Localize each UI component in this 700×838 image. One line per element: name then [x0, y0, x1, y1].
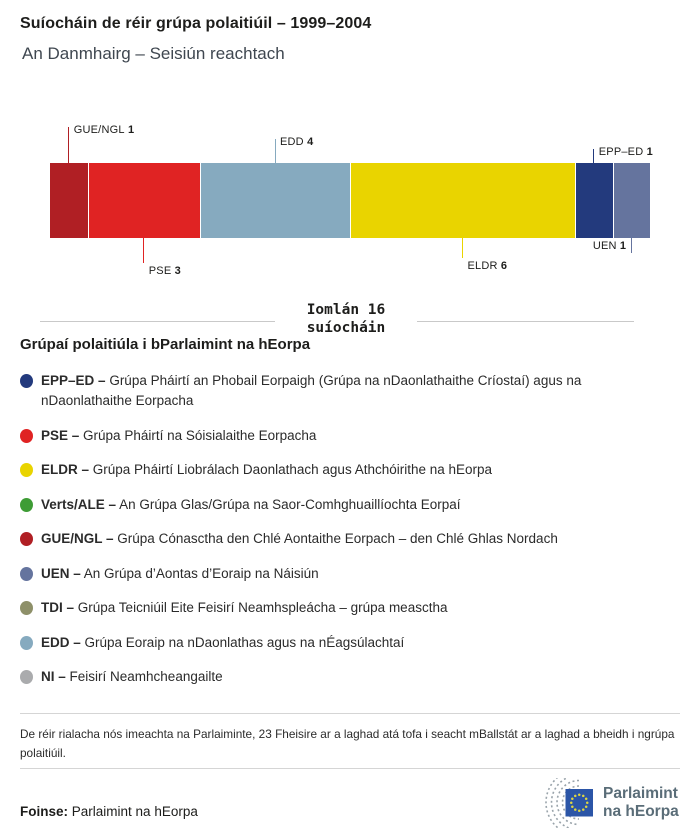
bar-segment-epp-ed — [575, 163, 613, 238]
legend-item-text: NI – Feisirí Neamhcheangailte — [41, 667, 223, 687]
callout-seat-count: 6 — [500, 260, 508, 272]
legend-dot-epp-ed- — [20, 374, 33, 388]
total-seats-label: Iomlán 16 suíocháin — [275, 301, 417, 337]
logo-wordmark-line1: Parlaimint — [603, 785, 678, 802]
legend-item-text: GUE/NGL – Grúpa Cónasctha den Chlé Aonta… — [41, 529, 558, 549]
legend-dot-uen- — [20, 566, 33, 581]
legend-dot-pse- — [20, 428, 33, 443]
callout-line-edd — [274, 139, 276, 163]
legend-item-abbr: NI – — [41, 669, 66, 684]
legend-dot-edd- — [20, 635, 33, 650]
legend-item-text: Verts/ALE – An Grúpa Glas/Grúpa na Saor-… — [41, 495, 461, 515]
european-parliament-logo: Parlaimint na hEorpa — [530, 778, 679, 828]
legend-item-abbr: ELDR – — [41, 462, 90, 477]
legend-item-name: An Grúpa Glas/Grúpa na Saor-Comhghuaillí… — [119, 496, 461, 512]
callout-label-uen: UEN 1 — [593, 240, 626, 252]
bar-segment-edd — [200, 163, 350, 238]
legend-item-name: Grúpa Pháirtí na Sóisialaithe Eorpacha — [83, 427, 317, 443]
legend-item-name: Grúpa Teicniúil Eite Feisirí Neamhspleác… — [77, 600, 448, 615]
callout-group-name: EPP–ED — [598, 146, 644, 158]
legend-item-text: UEN – An Grúpa d’Aontas d’Eoraip na Náis… — [41, 564, 319, 584]
legend-item-name: An Grúpa d’Aontas d’Eoraip na Náisiún — [83, 565, 319, 581]
callout-seat-count: 4 — [307, 136, 314, 148]
total-rule-left — [40, 321, 275, 322]
page-title: Suíocháin de réir grúpa polaitiúil – 199… — [20, 15, 372, 32]
callout-seat-count: 1 — [619, 240, 627, 252]
callout-line-epp-ed — [593, 149, 595, 163]
legend-item-pse-: PSE – Grúpa Pháirtí na Sóisialaithe Eorp… — [20, 426, 660, 446]
callout-group-name: ELDR — [467, 260, 498, 272]
legend-item-epp-ed-: EPP–ED – Grúpa Pháirtí an Phobail Eorpai… — [20, 371, 660, 411]
legend-item-edd-: EDD – Grúpa Eoraip na nDaonlathas agus n… — [20, 633, 660, 653]
legend-item-text: EPP–ED – Grúpa Pháirtí an Phobail Eorpai… — [41, 371, 606, 411]
legend-item-name: Grúpa Cónasctha den Chlé Aontaithe Eorpa… — [117, 531, 558, 546]
callout-label-pse: PSE 3 — [149, 265, 181, 277]
parliament-hemicycle-icon — [545, 778, 593, 828]
legend-item-text: EDD – Grúpa Eoraip na nDaonlathas agus n… — [41, 633, 404, 653]
callout-seat-count: 3 — [174, 265, 181, 277]
callout-group-name: UEN — [592, 240, 617, 252]
legend-item-ni-: NI – Feisirí Neamhcheangailte — [20, 667, 660, 687]
legend-item-eldr-: ELDR – Grúpa Pháirtí Liobrálach Daonlath… — [20, 460, 660, 480]
callout-label-edd: EDD 4 — [280, 136, 313, 148]
callout-group-name: GUE/NGL — [73, 124, 125, 136]
legend-list: EPP–ED – Grúpa Pháirtí an Phobail Eorpai… — [20, 371, 660, 702]
page-subtitle: An Danmhairg – Seisiún reachtach — [22, 44, 285, 63]
callout-group-name: EDD — [280, 136, 304, 148]
callout-label-gue-ngl: GUE/NGL 1 — [74, 124, 135, 136]
callout-label-eldr: ELDR 6 — [468, 260, 508, 272]
source-value: Parlaimint na hEorpa — [71, 804, 198, 819]
callout-seat-count: 1 — [127, 124, 135, 136]
callout-seat-count: 1 — [646, 146, 653, 158]
legend-item-uen-: UEN – An Grúpa d’Aontas d’Eoraip na Náis… — [20, 564, 660, 584]
legend-item-verts-ale-: Verts/ALE – An Grúpa Glas/Grúpa na Saor-… — [20, 495, 660, 515]
divider-top — [20, 713, 680, 714]
total-rule-right — [417, 321, 634, 322]
callout-line-gue-ngl — [68, 127, 70, 163]
legend-item-name: Feisirí Neamhcheangailte — [69, 669, 223, 684]
legend-item-abbr: PSE – — [41, 427, 80, 443]
logo-wordmark-line2: na hEorpa — [603, 803, 679, 820]
legend-item-abbr: UEN – — [41, 565, 81, 581]
legend-item-text: ELDR – Grúpa Pháirtí Liobrálach Daonlath… — [41, 460, 492, 480]
legend-item-abbr: TDI – — [41, 600, 75, 615]
legend-item-text: PSE – Grúpa Pháirtí na Sóisialaithe Eorp… — [41, 426, 316, 446]
bar-segment-uen — [612, 163, 650, 238]
chart-area: GUE/NGL 1 PSE 3 EDD 4 ELDR 6 EPP–ED 1 UEN 1 — [0, 110, 700, 302]
callout-label-epp-ed: EPP–ED 1 — [599, 146, 653, 158]
legend-item-abbr: Verts/ALE – — [41, 496, 117, 512]
callout-line-eldr — [462, 238, 463, 258]
legend-item-abbr: EDD – — [41, 634, 81, 650]
legend-item-tdi-: TDI – Grúpa Teicniúil Eite Feisirí Neamh… — [20, 598, 660, 618]
legend-dot-ni- — [20, 670, 33, 684]
footnote: De réir rialacha nós imeachta na Parlaim… — [20, 727, 675, 760]
bar-segment-pse — [87, 163, 200, 238]
seat-bar — [50, 163, 650, 238]
logo-wordmark: Parlaimint na hEorpa — [603, 785, 679, 821]
legend-item-name: Grúpa Pháirtí an Phobail Eorpaigh (Grúpa… — [41, 373, 582, 408]
legend-item-abbr: EPP–ED – — [41, 373, 106, 388]
legend-dot-tdi- — [20, 601, 33, 615]
legend-dot-verts-ale- — [20, 497, 33, 512]
legend-heading: Grúpaí polaitiúla i bParlaimint na hEorp… — [20, 336, 311, 353]
legend-item-text: TDI – Grúpa Teicniúil Eite Feisirí Neamh… — [41, 598, 447, 618]
source-line: Foinse: Parlaimint na hEorpa — [20, 804, 198, 819]
source-label: Foinse: — [20, 804, 69, 819]
legend-item-abbr: GUE/NGL – — [41, 531, 114, 546]
total-seats-line2: suíocháin — [306, 320, 386, 336]
callout-line-uen — [630, 238, 632, 253]
bar-segment-gue-ngl — [50, 163, 88, 238]
legend-item-name: Grúpa Pháirtí Liobrálach Daonlathach agu… — [92, 462, 493, 477]
total-seats-line1: Iomlán 16 — [306, 302, 386, 318]
callout-group-name: PSE — [148, 265, 172, 277]
bar-segment-eldr — [350, 163, 575, 238]
legend-item-gue-ngl-: GUE/NGL – Grúpa Cónasctha den Chlé Aonta… — [20, 529, 660, 549]
legend-dot-eldr- — [20, 463, 33, 477]
legend-dot-gue-ngl- — [20, 532, 33, 546]
legend-item-name: Grúpa Eoraip na nDaonlathas agus na nÉag… — [84, 634, 405, 650]
callout-line-pse — [143, 238, 145, 263]
divider-bottom — [20, 768, 680, 769]
